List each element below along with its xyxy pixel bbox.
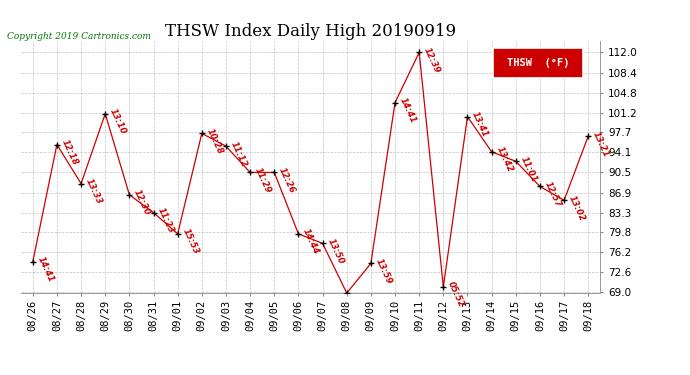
Text: 11:29: 11:29 — [253, 166, 273, 195]
Text: 15:53: 15:53 — [181, 227, 200, 256]
Text: 10:28: 10:28 — [205, 127, 224, 156]
Text: 12:57: 12:57 — [543, 180, 562, 209]
Text: 13:21: 13:21 — [591, 130, 611, 158]
Text: 13:41: 13:41 — [471, 110, 490, 139]
Text: 11:23: 11:23 — [157, 206, 176, 235]
Text: 12:27: 12:27 — [0, 374, 1, 375]
Text: 11:12: 11:12 — [229, 140, 248, 168]
Title: THSW Index Daily High 20190919: THSW Index Daily High 20190919 — [165, 23, 456, 40]
Text: 13:59: 13:59 — [374, 257, 393, 286]
Text: 11:01: 11:01 — [519, 155, 538, 183]
Text: Copyright 2019 Cartronics.com: Copyright 2019 Cartronics.com — [7, 32, 151, 41]
Text: 12:26: 12:26 — [277, 166, 297, 195]
Text: 05:52: 05:52 — [446, 280, 466, 309]
Text: 12:18: 12:18 — [60, 138, 79, 166]
Text: 13:50: 13:50 — [326, 237, 345, 266]
Text: 14:41: 14:41 — [398, 96, 417, 125]
Text: 13:33: 13:33 — [84, 177, 103, 206]
Text: 12:30: 12:30 — [132, 188, 152, 217]
Text: 13:02: 13:02 — [567, 194, 586, 222]
Text: 14:44: 14:44 — [302, 227, 321, 256]
Text: 13:10: 13:10 — [108, 107, 128, 136]
Text: 12:39: 12:39 — [422, 46, 442, 75]
Text: 14:41: 14:41 — [36, 255, 55, 284]
Text: 13:42: 13:42 — [495, 145, 514, 174]
